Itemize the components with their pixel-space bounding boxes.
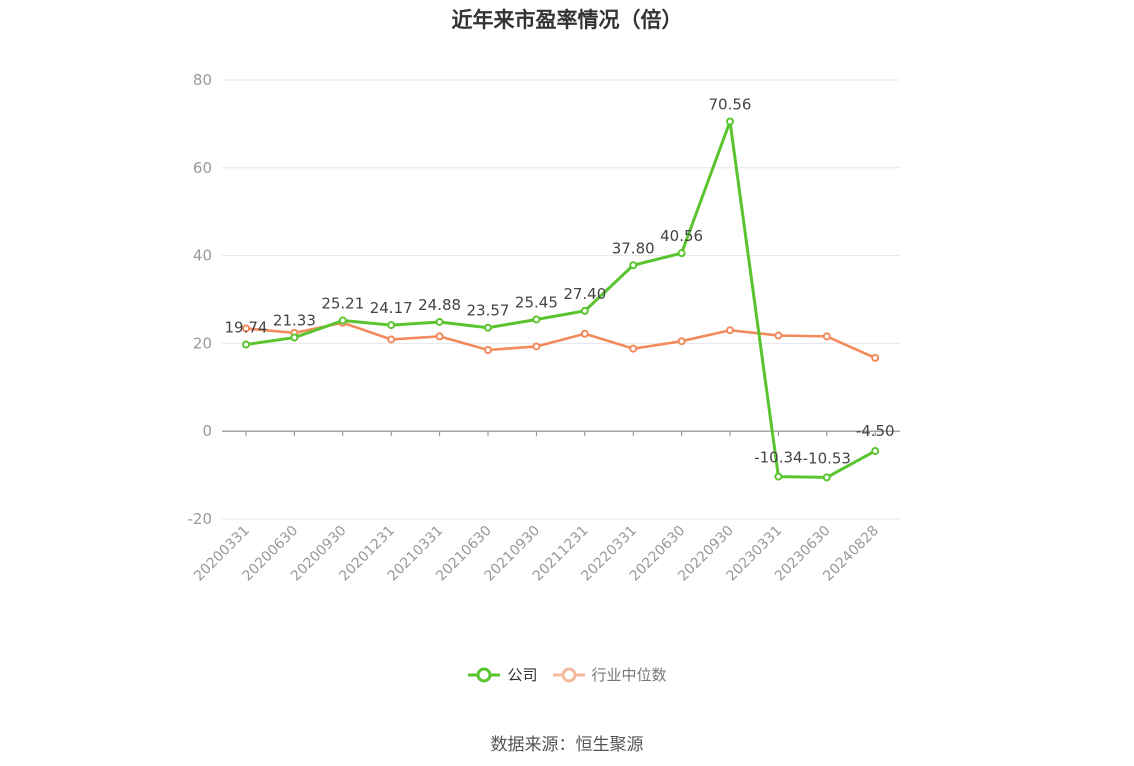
company-data-label: 70.56	[709, 95, 752, 113]
company-data-label: 19.74	[225, 319, 268, 337]
company-data-point	[338, 316, 347, 325]
company-data-label: -4.50	[856, 422, 895, 440]
legend-company-icon	[468, 667, 501, 682]
company-data-label: 25.45	[515, 293, 558, 311]
company-data-point	[774, 472, 783, 481]
chart-title: 近年来市盈率情况（倍）	[451, 8, 683, 32]
data-source: 数据来源：恒生聚源	[490, 735, 644, 755]
company-series-line	[245, 119, 876, 479]
series-layer	[242, 117, 880, 482]
company-data-point	[532, 315, 541, 324]
legend: 公司 行业中位数	[0, 664, 1134, 685]
industry-data-point	[677, 337, 686, 346]
grid-layer	[222, 79, 900, 520]
company-data-label: 27.40	[563, 285, 606, 303]
industry-data-point	[774, 331, 783, 340]
legend-item-company[interactable]: 公司	[467, 664, 538, 685]
industry-data-point	[580, 329, 589, 338]
company-data-label: 21.33	[273, 312, 316, 330]
industry-data-point	[871, 353, 880, 362]
industry-data-point	[822, 332, 831, 341]
industry-data-point	[532, 342, 541, 351]
company-data-point	[484, 323, 492, 332]
company-data-point	[822, 473, 831, 482]
company-data-point	[871, 446, 880, 455]
industry-data-point	[484, 345, 492, 354]
company-data-point	[726, 117, 734, 126]
industry-data-point	[435, 332, 444, 341]
company-data-point	[580, 306, 589, 315]
company-data-point	[290, 333, 299, 342]
company-data-label: 24.88	[418, 296, 461, 314]
company-data-label: 25.21	[321, 295, 364, 313]
industry-series-line	[245, 321, 876, 360]
company-data-label: 23.57	[467, 302, 510, 320]
y-tick-label: 80	[193, 71, 212, 89]
industry-data-point	[242, 324, 250, 333]
company-data-label: 37.80	[612, 239, 655, 257]
company-data-point	[242, 340, 250, 349]
company-data-point	[387, 321, 396, 330]
y-tick-label: 20	[193, 334, 212, 352]
company-data-point	[677, 249, 686, 258]
company-data-label: -10.53	[803, 449, 851, 467]
industry-data-point	[387, 335, 396, 344]
industry-data-point	[726, 326, 734, 335]
industry-data-point	[629, 344, 638, 353]
company-data-point	[435, 317, 444, 326]
y-tick-label: 60	[193, 159, 212, 177]
y-tick-label: 40	[193, 247, 212, 265]
legend-industry-icon	[552, 667, 585, 682]
y-tick-label: 0	[202, 422, 212, 440]
y-tick-label: -20	[188, 510, 213, 528]
legend-industry-label: 行业中位数	[591, 666, 667, 684]
data-label-layer: 19.74 21.33 25.21 24.17 24.88 23.57 25.45 27.40…	[225, 95, 895, 467]
company-data-label: -10.34	[754, 449, 802, 467]
company-data-point	[629, 261, 638, 270]
legend-item-industry[interactable]: 行业中位数	[552, 664, 667, 685]
legend-company-label: 公司	[507, 666, 538, 684]
company-data-label: 24.17	[370, 299, 413, 317]
company-data-label: 40.56	[660, 227, 703, 245]
